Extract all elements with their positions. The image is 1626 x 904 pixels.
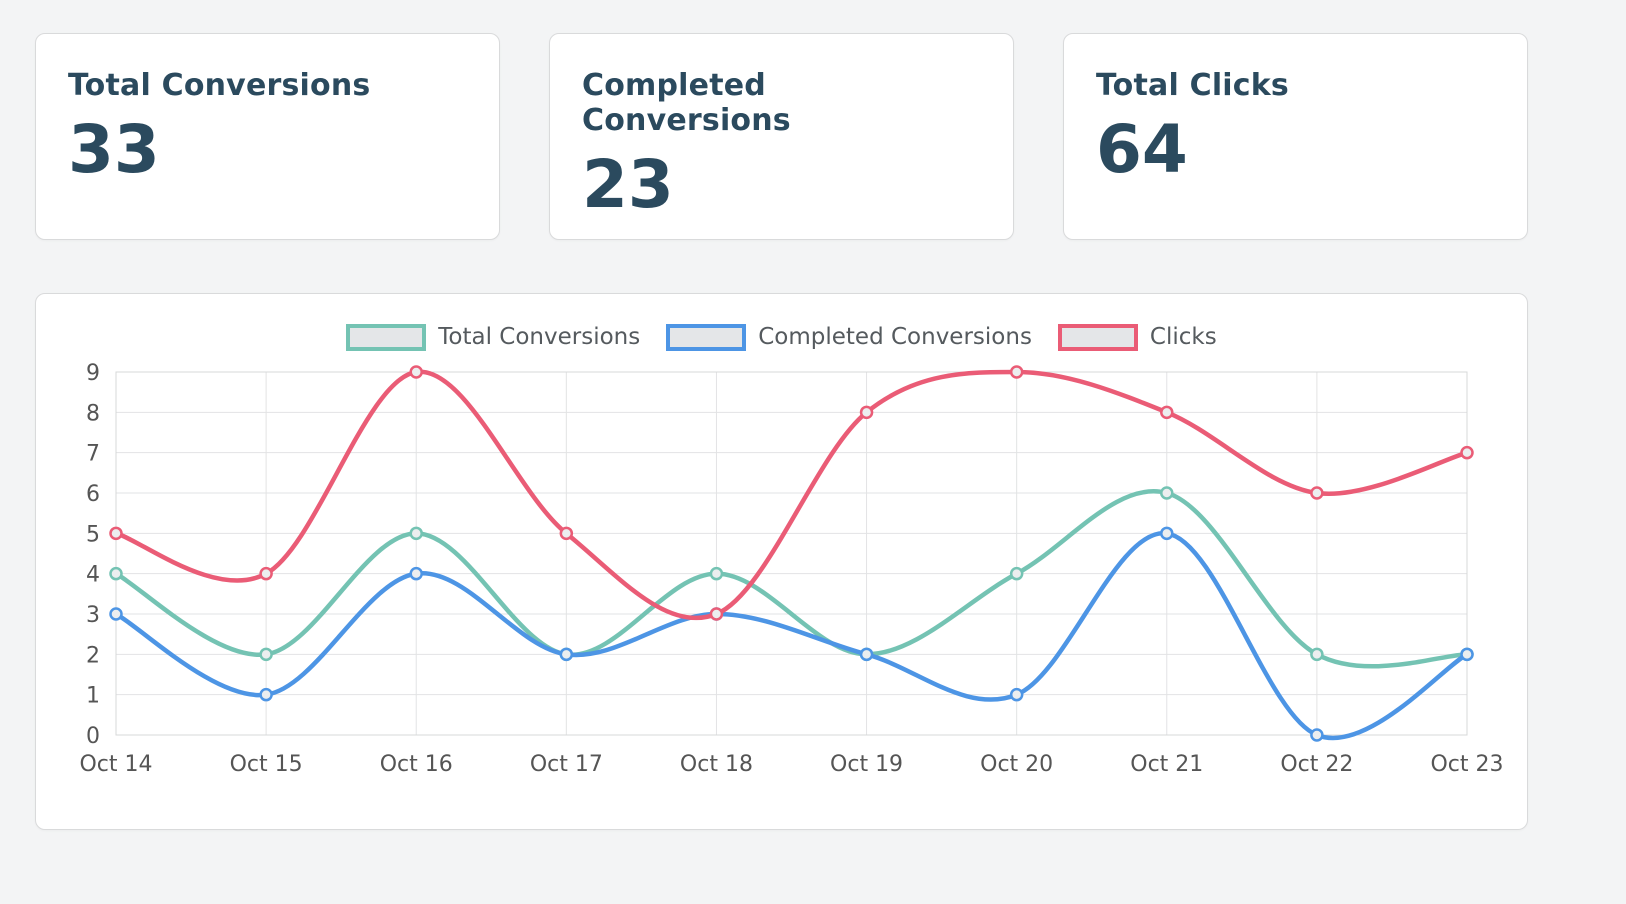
legend-swatch (346, 323, 427, 351)
legend-label: Completed Conversions (758, 324, 1032, 350)
stat-card-completed-conversions: Completed Conversions 23 (549, 33, 1014, 240)
data-point[interactable] (1310, 647, 1324, 662)
y-axis-tick-label: 5 (86, 522, 100, 547)
x-axis-tick-label: Oct 21 (1130, 752, 1203, 777)
x-axis-tick-label: Oct 15 (230, 752, 303, 777)
stat-title: Total Clicks (1096, 68, 1289, 103)
data-point[interactable] (109, 526, 123, 541)
legend-label: Clicks (1149, 324, 1217, 350)
x-axis-tick-label: Oct 22 (1280, 752, 1353, 777)
y-axis-tick-label: 2 (86, 643, 100, 668)
data-point[interactable] (409, 566, 423, 581)
series-line-total-conversions (113, 489, 1470, 669)
legend-swatch (1057, 323, 1138, 351)
y-axis-tick-label: 7 (86, 442, 100, 467)
x-axis-tick-label: Oct 23 (1430, 752, 1503, 777)
x-axis-tick-label: Oct 19 (830, 752, 903, 777)
data-point[interactable] (1009, 687, 1024, 702)
x-axis-tick-label: Oct 16 (380, 752, 453, 777)
stat-title: Total Conversions (68, 68, 371, 103)
stat-title: Completed Conversions (582, 68, 791, 138)
y-axis-tick-label: 3 (86, 603, 100, 628)
data-point[interactable] (1009, 365, 1024, 379)
data-point[interactable] (1460, 647, 1474, 662)
legend-swatch (666, 323, 747, 351)
x-axis-tick-label: Oct 14 (79, 752, 152, 777)
stat-card-total-clicks: Total Clicks 64 (1063, 33, 1528, 240)
conversions-line-chart[interactable]: 0 1 2 3 4 5 6 7 8 9 Oct 14 Oct 15 Oct 16 Oct 17 Oct 18… (54, 360, 1507, 790)
x-axis-tick-label: Oct 18 (680, 752, 753, 777)
stat-card-total-conversions: Total Conversions 33 (35, 33, 500, 240)
data-point[interactable] (559, 526, 574, 541)
y-axis-tick-label: 9 (86, 361, 100, 386)
legend-label: Total Conversions (438, 324, 641, 350)
y-axis-tick-label: 4 (86, 563, 100, 588)
data-point[interactable] (409, 365, 423, 379)
y-axis-tick-label: 8 (86, 401, 100, 426)
x-axis-tick-label: Oct 17 (530, 752, 603, 777)
data-point[interactable] (1310, 728, 1324, 742)
data-point[interactable] (1009, 566, 1024, 581)
data-point[interactable] (259, 566, 273, 581)
plot-border (115, 371, 1468, 736)
y-axis-tick-label: 1 (86, 684, 100, 709)
data-point[interactable] (859, 405, 874, 420)
data-point[interactable] (109, 607, 123, 621)
chart-legend: Total Conversions Completed Conversions Cl… (54, 320, 1509, 354)
stats-row: Total Conversions 33 Completed Conversio… (35, 33, 1528, 240)
data-point[interactable] (859, 647, 874, 662)
series-line-clicks (113, 369, 1470, 621)
data-point[interactable] (1310, 486, 1324, 500)
stat-value: 64 (1096, 111, 1188, 188)
data-point[interactable] (709, 566, 724, 581)
y-axis-tick-label: 6 (86, 482, 100, 507)
legend-item-total-conversions[interactable]: Total Conversions (346, 323, 641, 351)
series-line-completed-conversions (113, 531, 1470, 741)
legend-item-clicks[interactable]: Clicks (1057, 323, 1217, 351)
data-point[interactable] (259, 687, 273, 702)
data-point[interactable] (1160, 405, 1174, 420)
data-point[interactable] (1460, 445, 1474, 460)
data-point[interactable] (1160, 526, 1174, 541)
chart-card: Total Conversions Completed Conversions Cl… (35, 293, 1528, 830)
legend-item-completed-conversions[interactable]: Completed Conversions (666, 323, 1032, 351)
stat-value: 23 (582, 146, 674, 223)
x-axis-tick-label: Oct 20 (980, 752, 1053, 777)
data-point[interactable] (709, 607, 724, 621)
data-point[interactable] (1160, 486, 1174, 500)
y-axis-tick-label: 0 (86, 724, 100, 749)
data-point[interactable] (259, 647, 273, 662)
data-point[interactable] (409, 526, 423, 541)
stat-value: 33 (68, 111, 160, 188)
dashboard-page: Total Conversions 33 Completed Conversio… (35, 33, 1528, 830)
data-point[interactable] (559, 647, 574, 662)
data-point[interactable] (109, 566, 123, 581)
